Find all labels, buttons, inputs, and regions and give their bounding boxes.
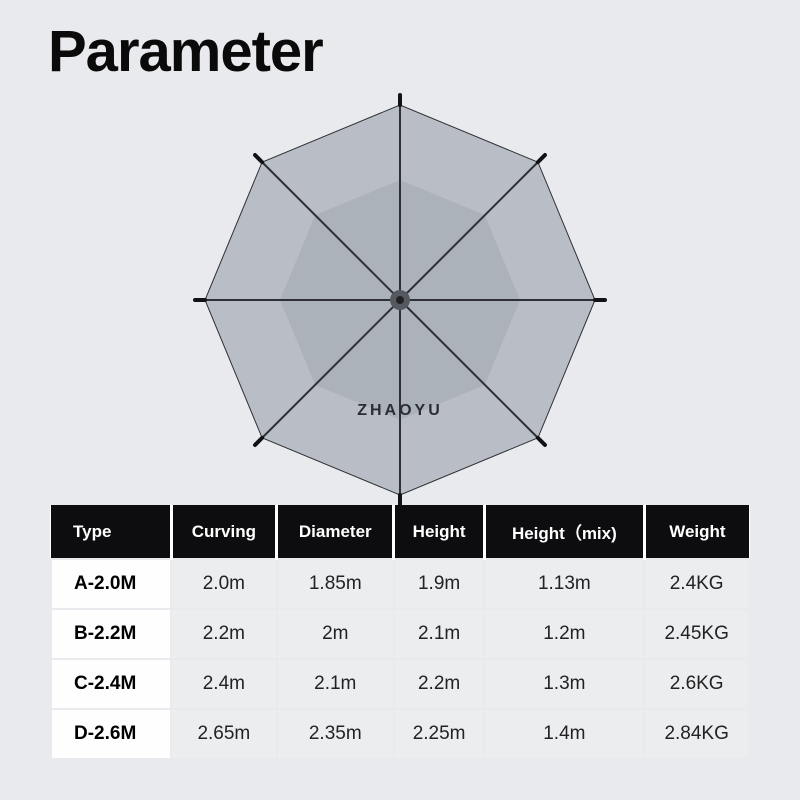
cell-value: 2.45KG	[644, 609, 749, 659]
table-row: B-2.2M2.2m2m2.1m1.2m2.45KG	[51, 609, 749, 659]
table-row: A-2.0M2.0m1.85m1.9m1.13m2.4KG	[51, 559, 749, 609]
table-header: Type Curving Diameter Height Height（mix)…	[51, 505, 749, 559]
cell-value: 2.25m	[394, 709, 485, 759]
cell-value: 2.1m	[394, 609, 485, 659]
umbrella-rib-tip	[255, 155, 262, 162]
cell-value: 2.4m	[171, 659, 277, 709]
col-height-mix: Height（mix)	[484, 505, 644, 559]
cell-value: 1.13m	[484, 559, 644, 609]
table-body: A-2.0M2.0m1.85m1.9m1.13m2.4KGB-2.2M2.2m2…	[51, 559, 749, 759]
umbrella-rib-tip	[538, 155, 545, 162]
cell-value: 2.35m	[277, 709, 394, 759]
umbrella-hub-center	[396, 296, 404, 304]
spec-table: Type Curving Diameter Height Height（mix)…	[50, 505, 750, 760]
cell-value: 1.85m	[277, 559, 394, 609]
cell-value: 2.65m	[171, 709, 277, 759]
cell-value: 1.3m	[484, 659, 644, 709]
umbrella-rib-tip	[538, 438, 545, 445]
cell-type: A-2.0M	[51, 559, 171, 609]
product-umbrella-image: ZHAOYU	[190, 90, 610, 510]
col-weight: Weight	[644, 505, 749, 559]
col-height: Height	[394, 505, 485, 559]
cell-value: 2.84KG	[644, 709, 749, 759]
page-title: Parameter	[48, 18, 323, 85]
cell-value: 2.6KG	[644, 659, 749, 709]
cell-value: 2.4KG	[644, 559, 749, 609]
col-type: Type	[51, 505, 171, 559]
cell-type: B-2.2M	[51, 609, 171, 659]
brand-label: ZHAOYU	[357, 402, 443, 420]
col-diameter: Diameter	[277, 505, 394, 559]
cell-value: 2m	[277, 609, 394, 659]
cell-value: 1.9m	[394, 559, 485, 609]
cell-type: D-2.6M	[51, 709, 171, 759]
table-row: C-2.4M2.4m2.1m2.2m1.3m2.6KG	[51, 659, 749, 709]
cell-value: 2.2m	[171, 609, 277, 659]
cell-value: 1.4m	[484, 709, 644, 759]
cell-value: 1.2m	[484, 609, 644, 659]
umbrella-rib-tip	[255, 438, 262, 445]
cell-type: C-2.4M	[51, 659, 171, 709]
cell-value: 2.2m	[394, 659, 485, 709]
table-row: D-2.6M2.65m2.35m2.25m1.4m2.84KG	[51, 709, 749, 759]
cell-value: 2.0m	[171, 559, 277, 609]
col-curving: Curving	[171, 505, 277, 559]
cell-value: 2.1m	[277, 659, 394, 709]
